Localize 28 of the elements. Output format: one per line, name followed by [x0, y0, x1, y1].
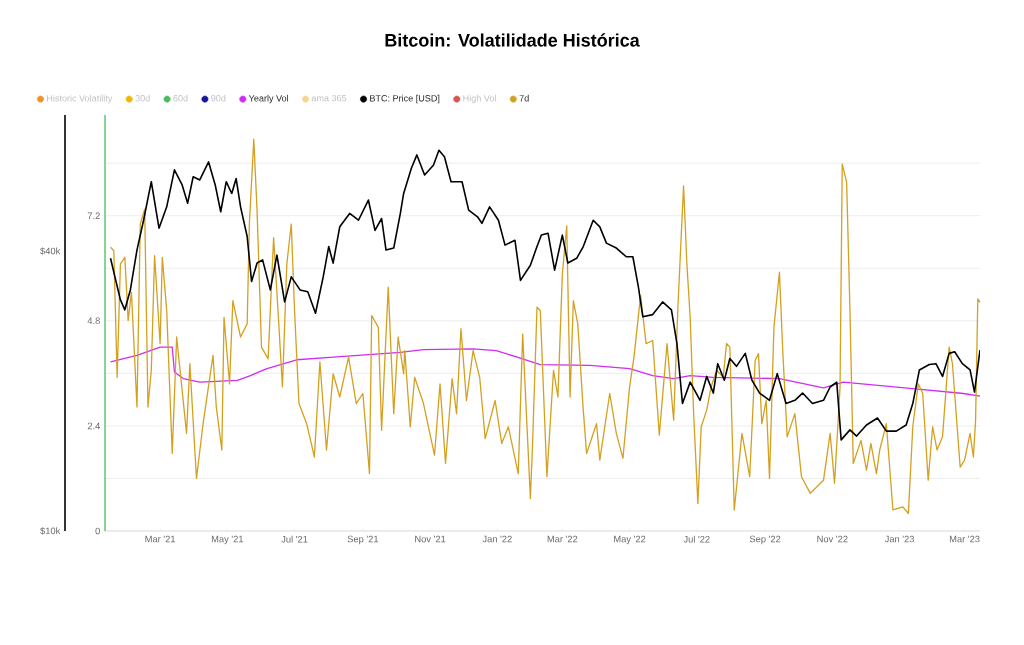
x-tick-label: Nov '22 — [817, 535, 848, 543]
x-tick-label: Mar '22 — [547, 535, 578, 543]
y-tick-label: 2.4 — [87, 422, 101, 430]
x-tick-label: Sep '22 — [749, 535, 781, 545]
line-series — [109, 346, 981, 397]
x-tick-label: Jan '23 — [884, 535, 915, 543]
y-tick-label: 0 — [95, 527, 100, 535]
legend-label: ama 365 — [311, 94, 347, 102]
x-tick-label: Nov '21 — [415, 535, 446, 543]
x-tick-label: May '21 — [211, 535, 244, 545]
legend-label: Historic Volatility — [47, 94, 113, 104]
y-tick-label: 4.8 — [87, 317, 100, 325]
line-series — [109, 149, 980, 441]
line-series — [109, 138, 981, 515]
y2-tick-label: $40k — [40, 247, 61, 255]
legend-label: 7d — [519, 94, 529, 102]
y2-tick-label: $10k — [40, 527, 61, 535]
x-tick-label: Mar '21 — [145, 535, 176, 543]
x-tick-label: Jan '22 — [482, 535, 512, 543]
legend-label: Yearly Vol — [248, 94, 289, 104]
x-tick-label: May '22 — [614, 535, 646, 545]
chart-title: Bitcoin: Volatilidade Histórica — [385, 33, 640, 47]
x-tick-label: Mar '23 — [949, 535, 980, 543]
x-tick-label: Jul '22 — [683, 535, 710, 543]
y-tick-label: 7.2 — [87, 212, 100, 219]
legend-label: BTC: Price [USD] — [370, 94, 440, 104]
x-tick-label: Jul '21 — [281, 535, 308, 543]
x-tick-label: Sep '21 — [347, 535, 379, 545]
